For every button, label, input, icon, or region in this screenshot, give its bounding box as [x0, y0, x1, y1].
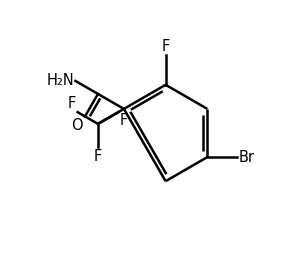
Text: F: F — [68, 96, 76, 111]
Text: Br: Br — [238, 149, 255, 165]
Text: F: F — [161, 39, 170, 53]
Text: O: O — [71, 118, 82, 133]
Text: F: F — [120, 114, 128, 128]
Text: H₂N: H₂N — [46, 73, 74, 88]
Text: F: F — [94, 149, 102, 164]
